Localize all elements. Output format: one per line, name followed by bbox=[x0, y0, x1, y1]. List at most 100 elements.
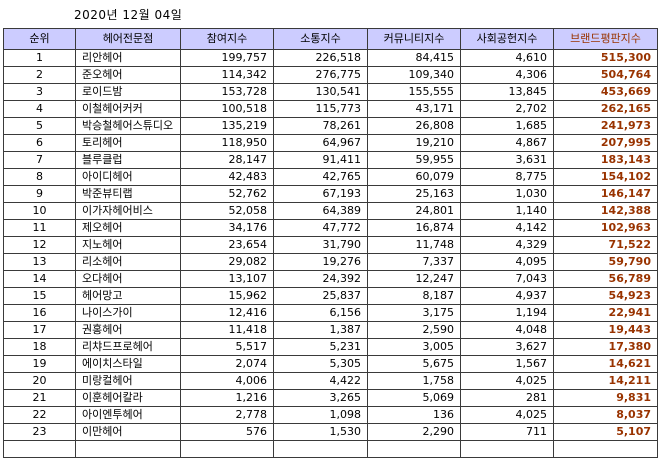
cell-brand: 22,941 bbox=[553, 304, 658, 322]
cell-communication: 115,773 bbox=[273, 100, 368, 118]
cell-brand: 54,923 bbox=[553, 287, 658, 305]
cell-name: 헤어망고 bbox=[75, 287, 181, 305]
header-row: 순위 헤어전문점 참여지수 소통지수 커뮤니티지수 사회공헌지수 브랜드평판지수 bbox=[3, 28, 658, 50]
cell-name: 이가자헤어비스 bbox=[75, 202, 181, 220]
cell-rank: 16 bbox=[3, 304, 76, 322]
cell-name: 나이스가이 bbox=[75, 304, 181, 322]
cell-community: 8,187 bbox=[367, 287, 461, 305]
cell-social: 4,610 bbox=[460, 49, 554, 67]
cell-participation: 11,418 bbox=[180, 321, 274, 339]
cell-community: 1,758 bbox=[367, 372, 461, 390]
cell-social: 281 bbox=[460, 389, 554, 407]
empty-row bbox=[3, 440, 658, 458]
cell-social: 2,702 bbox=[460, 100, 554, 118]
cell-communication: 6,156 bbox=[273, 304, 368, 322]
cell-rank: 5 bbox=[3, 117, 76, 135]
cell-brand: 14,621 bbox=[553, 355, 658, 373]
cell-rank: 14 bbox=[3, 270, 76, 288]
cell-social: 3,627 bbox=[460, 338, 554, 356]
table-row: 7 블루클럽 28,147 91,411 59,955 3,631 183,143 bbox=[3, 151, 658, 169]
cell-communication: 5,305 bbox=[273, 355, 368, 373]
cell-rank: 7 bbox=[3, 151, 76, 169]
table-row: 20 미랑컬헤어 4,006 4,422 1,758 4,025 14,211 bbox=[3, 372, 658, 390]
cell-social: 8,775 bbox=[460, 168, 554, 186]
cell-participation: 42,483 bbox=[180, 168, 274, 186]
cell-social: 1,030 bbox=[460, 185, 554, 203]
cell-name: 리소헤어 bbox=[75, 253, 181, 271]
cell-brand: 262,165 bbox=[553, 100, 658, 118]
cell-communication: 25,837 bbox=[273, 287, 368, 305]
cell-community: 12,247 bbox=[367, 270, 461, 288]
cell-social: 1,567 bbox=[460, 355, 554, 373]
cell-name: 미랑컬헤어 bbox=[75, 372, 181, 390]
header-communication: 소통지수 bbox=[273, 28, 368, 50]
cell-rank: 21 bbox=[3, 389, 76, 407]
cell-name: 박승철헤어스튜디오 bbox=[75, 117, 181, 135]
cell-rank: 23 bbox=[3, 423, 76, 441]
cell-name: 아이엔투헤어 bbox=[75, 406, 181, 424]
cell-name: 지노헤어 bbox=[75, 236, 181, 254]
cell-brand: 14,211 bbox=[553, 372, 658, 390]
cell-community: 19,210 bbox=[367, 134, 461, 152]
empty-cell bbox=[180, 440, 274, 458]
header-brand-index: 브랜드평판지수 bbox=[553, 28, 658, 50]
cell-participation: 13,107 bbox=[180, 270, 274, 288]
cell-participation: 114,342 bbox=[180, 66, 274, 84]
cell-communication: 31,790 bbox=[273, 236, 368, 254]
cell-community: 2,590 bbox=[367, 321, 461, 339]
cell-rank: 22 bbox=[3, 406, 76, 424]
cell-participation: 2,074 bbox=[180, 355, 274, 373]
cell-name: 리안헤어 bbox=[75, 49, 181, 67]
cell-participation: 12,416 bbox=[180, 304, 274, 322]
table-row: 16 나이스가이 12,416 6,156 3,175 1,194 22,941 bbox=[3, 304, 658, 322]
cell-rank: 13 bbox=[3, 253, 76, 271]
cell-participation: 34,176 bbox=[180, 219, 274, 237]
cell-social: 7,043 bbox=[460, 270, 554, 288]
cell-participation: 52,058 bbox=[180, 202, 274, 220]
header-social: 사회공헌지수 bbox=[460, 28, 554, 50]
empty-cell bbox=[273, 440, 368, 458]
cell-brand: 5,107 bbox=[553, 423, 658, 441]
table-row: 2 준오헤어 114,342 276,775 109,340 4,306 504,764 bbox=[3, 66, 658, 84]
table-row: 5 박승철헤어스튜디오 135,219 78,261 26,808 1,685 241,97… bbox=[3, 117, 658, 135]
cell-participation: 100,518 bbox=[180, 100, 274, 118]
cell-name: 이훈헤어칼라 bbox=[75, 389, 181, 407]
cell-rank: 3 bbox=[3, 83, 76, 101]
cell-brand: 56,789 bbox=[553, 270, 658, 288]
table-row: 3 로이드밤 153,728 130,541 155,555 13,845 453,669 bbox=[3, 83, 658, 101]
cell-communication: 64,967 bbox=[273, 134, 368, 152]
table-row: 13 리소헤어 29,082 19,276 7,337 4,095 59,790 bbox=[3, 253, 658, 271]
header-store-name: 헤어전문점 bbox=[75, 28, 181, 50]
cell-community: 155,555 bbox=[367, 83, 461, 101]
cell-participation: 28,147 bbox=[180, 151, 274, 169]
cell-communication: 276,775 bbox=[273, 66, 368, 84]
cell-rank: 10 bbox=[3, 202, 76, 220]
cell-brand: 19,443 bbox=[553, 321, 658, 339]
cell-name: 블루클럽 bbox=[75, 151, 181, 169]
table-row: 18 리챠드프로헤어 5,517 5,231 3,005 3,627 17,380 bbox=[3, 338, 658, 356]
cell-social: 4,048 bbox=[460, 321, 554, 339]
cell-social: 1,140 bbox=[460, 202, 554, 220]
cell-communication: 226,518 bbox=[273, 49, 368, 67]
cell-participation: 4,006 bbox=[180, 372, 274, 390]
cell-social: 3,631 bbox=[460, 151, 554, 169]
cell-community: 84,415 bbox=[367, 49, 461, 67]
empty-cell bbox=[75, 440, 181, 458]
cell-rank: 6 bbox=[3, 134, 76, 152]
cell-name: 토리헤어 bbox=[75, 134, 181, 152]
cell-social: 4,142 bbox=[460, 219, 554, 237]
cell-brand: 207,995 bbox=[553, 134, 658, 152]
cell-communication: 19,276 bbox=[273, 253, 368, 271]
cell-social: 1,685 bbox=[460, 117, 554, 135]
cell-name: 로이드밤 bbox=[75, 83, 181, 101]
cell-name: 리챠드프로헤어 bbox=[75, 338, 181, 356]
cell-name: 오다헤어 bbox=[75, 270, 181, 288]
table-row: 9 박준뷰티랩 52,762 67,193 25,163 1,030 146,147 bbox=[3, 185, 658, 203]
cell-rank: 9 bbox=[3, 185, 76, 203]
cell-communication: 64,389 bbox=[273, 202, 368, 220]
cell-name: 에이치스타일 bbox=[75, 355, 181, 373]
table-row: 17 권홍헤어 11,418 1,387 2,590 4,048 19,443 bbox=[3, 321, 658, 339]
cell-participation: 135,219 bbox=[180, 117, 274, 135]
cell-rank: 1 bbox=[3, 49, 76, 67]
cell-rank: 18 bbox=[3, 338, 76, 356]
